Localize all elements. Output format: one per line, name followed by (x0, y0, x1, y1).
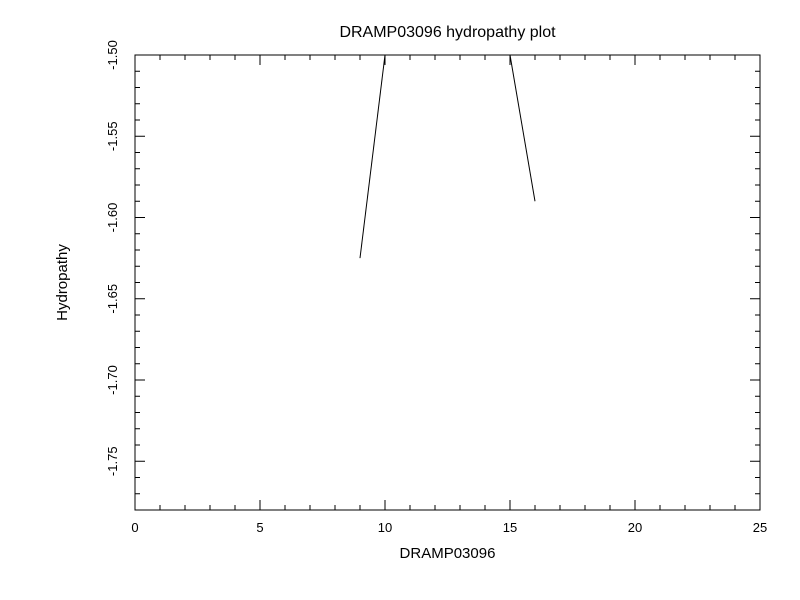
x-tick-label: 0 (131, 520, 138, 535)
x-tick-label: 5 (256, 520, 263, 535)
y-tick-label: -1.65 (105, 284, 120, 314)
data-line (510, 55, 535, 201)
hydropathy-chart: 0 5 10 15 20 25 -1.75 -1.70 -1.65 -1.60 -1.55 -1.50… (0, 0, 800, 600)
x-tick-label: 10 (378, 520, 392, 535)
x-axis-label: DRAMP03096 (400, 545, 496, 562)
x-tick-label: 15 (503, 520, 517, 535)
y-tick-label: -1.60 (105, 203, 120, 233)
y-tick-label: -1.75 (105, 446, 120, 476)
x-tick-label: 20 (628, 520, 642, 535)
plot-border (135, 55, 760, 510)
y-axis-label: Hydropathy (54, 244, 71, 321)
chart-title: DRAMP03096 hydropathy plot (339, 24, 556, 41)
x-tick-label: 25 (753, 520, 767, 535)
y-tick-label: -1.70 (105, 365, 120, 395)
data-line (360, 55, 385, 258)
chart-container: 0 5 10 15 20 25 -1.75 -1.70 -1.65 -1.60 -1.55 -1.50… (0, 0, 800, 600)
y-tick-label: -1.55 (105, 121, 120, 151)
y-tick-label: -1.50 (105, 40, 120, 70)
